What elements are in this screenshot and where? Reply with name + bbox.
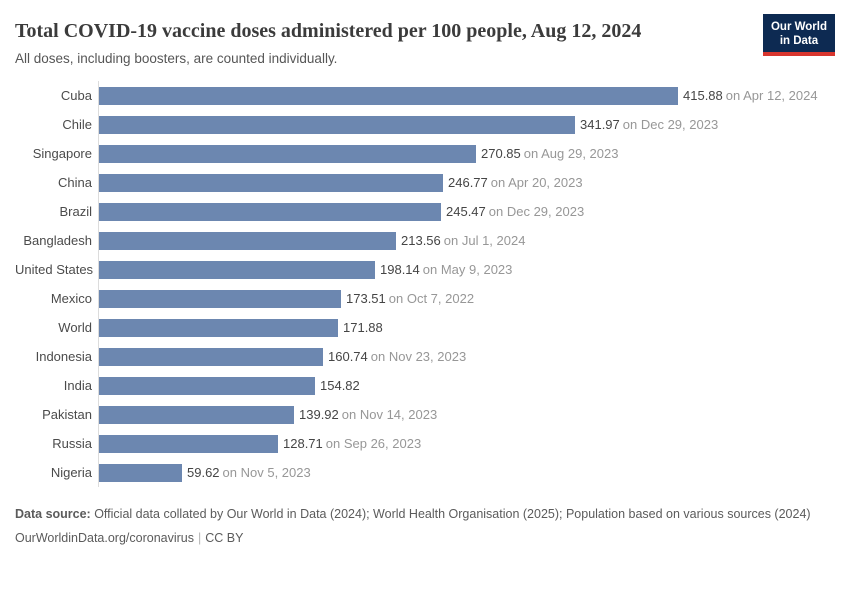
bar[interactable]	[99, 173, 443, 192]
date-label: on Nov 14, 2023	[341, 407, 438, 422]
chart-title: Total COVID-19 vaccine doses administere…	[15, 20, 642, 42]
value-label: 246.77	[448, 175, 488, 190]
bar-row: World 171.88	[15, 313, 835, 342]
bar-track: 213.56 on Jul 1, 2024	[98, 226, 835, 255]
bar-track: 173.51 on Oct 7, 2022	[98, 284, 835, 313]
bar-row: Russia 128.71 on Sep 26, 2023	[15, 429, 835, 458]
bar-row: China 246.77 on Apr 20, 2023	[15, 168, 835, 197]
bar-row: Indonesia 160.74 on Nov 23, 2023	[15, 342, 835, 371]
bar-track: 415.88 on Apr 12, 2024	[98, 81, 835, 110]
bar-row: Brazil 245.47 on Dec 29, 2023	[15, 197, 835, 226]
license-label: CC BY	[205, 531, 244, 546]
date-label: on Dec 29, 2023	[488, 204, 585, 219]
bar[interactable]	[99, 405, 294, 424]
bar-row: United States 198.14 on May 9, 2023	[15, 255, 835, 284]
value-label: 128.71	[283, 436, 323, 451]
bar-track: 160.74 on Nov 23, 2023	[98, 342, 835, 371]
owid-link[interactable]: OurWorldinData.org/coronavirus	[15, 531, 195, 546]
bar-row: India 154.82	[15, 371, 835, 400]
date-label: on May 9, 2023	[422, 262, 513, 277]
bar-track: 139.92 on Nov 14, 2023	[98, 400, 835, 429]
bar-track: 59.62 on Nov 5, 2023	[98, 458, 835, 487]
bar[interactable]	[99, 115, 575, 134]
value-label: 171.88	[343, 320, 383, 335]
entity-label: Brazil	[59, 204, 92, 219]
date-label: on Dec 29, 2023	[622, 117, 719, 132]
entity-label: Nigeria	[50, 465, 92, 480]
chart-page: Total COVID-19 vaccine doses administere…	[15, 14, 835, 547]
bar[interactable]	[99, 376, 315, 395]
bar-row: Chile 341.97 on Dec 29, 2023	[15, 110, 835, 139]
chart-header: Total COVID-19 vaccine doses administere…	[15, 14, 835, 66]
entity-label: India	[63, 378, 92, 393]
bar-row: Nigeria 59.62 on Nov 5, 2023	[15, 458, 835, 487]
entity-label: Indonesia	[35, 349, 92, 364]
data-source-text: Official data collated by Our World in D…	[90, 507, 811, 521]
bar-row: Bangladesh 213.56 on Jul 1, 2024	[15, 226, 835, 255]
bar-track: 246.77 on Apr 20, 2023	[98, 168, 835, 197]
bar-track: 270.85 on Aug 29, 2023	[98, 139, 835, 168]
value-label: 245.47	[446, 204, 486, 219]
bar[interactable]	[99, 86, 678, 105]
value-label: 341.97	[580, 117, 620, 132]
entity-label: Singapore	[32, 146, 92, 161]
value-label: 59.62	[187, 465, 220, 480]
data-source-label: Data source:	[15, 507, 91, 521]
value-label: 160.74	[328, 349, 368, 364]
bar-track: 341.97 on Dec 29, 2023	[98, 110, 835, 139]
owid-logo[interactable]: Our World in Data	[762, 14, 835, 57]
bar-track: 171.88	[98, 313, 835, 342]
owid-logo-line2: in Data	[779, 35, 819, 48]
date-label: on Nov 23, 2023	[370, 349, 467, 364]
date-label: on Oct 7, 2022	[388, 291, 475, 306]
date-label: on Apr 12, 2024	[725, 88, 818, 103]
bar-row: Cuba 415.88 on Apr 12, 2024	[15, 81, 835, 110]
value-label: 173.51	[346, 291, 386, 306]
entity-label: Chile	[62, 117, 92, 132]
bar[interactable]	[99, 260, 375, 279]
value-label: 415.88	[683, 88, 723, 103]
bar-chart: Cuba 415.88 on Apr 12, 2024 Chile 341.97 on D…	[15, 81, 835, 487]
bar[interactable]	[99, 434, 278, 453]
bar-row: Singapore 270.85 on Aug 29, 2023	[15, 139, 835, 168]
bar[interactable]	[99, 463, 182, 482]
value-label: 270.85	[481, 146, 521, 161]
entity-label: Bangladesh	[23, 233, 92, 248]
bar[interactable]	[99, 231, 396, 250]
date-label: on Nov 5, 2023	[222, 465, 311, 480]
entity-label: Cuba	[60, 88, 92, 103]
bar[interactable]	[99, 289, 341, 308]
bar[interactable]	[99, 144, 476, 163]
attribution-line: OurWorldinData.org/coronavirus | CC BY	[15, 529, 835, 547]
date-label: on Aug 29, 2023	[523, 146, 619, 161]
chart-footer: Data source: Official data collated by O…	[15, 505, 835, 547]
entity-label: Pakistan	[42, 407, 92, 422]
data-source-line: Data source: Official data collated by O…	[15, 505, 835, 523]
bar-track: 128.71 on Sep 26, 2023	[98, 429, 835, 458]
value-label: 198.14	[380, 262, 420, 277]
bar[interactable]	[99, 347, 323, 366]
bar-track: 198.14 on May 9, 2023	[98, 255, 835, 284]
date-label: on Apr 20, 2023	[490, 175, 583, 190]
owid-logo-line1: Our World	[770, 21, 827, 33]
chart-subtitle: All doses, including boosters, are count…	[15, 51, 338, 66]
bar[interactable]	[99, 318, 338, 337]
bar[interactable]	[99, 202, 441, 221]
value-label: 213.56	[401, 233, 441, 248]
date-label: on Sep 26, 2023	[325, 436, 422, 451]
bar-row: Pakistan 139.92 on Nov 14, 2023	[15, 400, 835, 429]
entity-label: Russia	[52, 436, 92, 451]
entity-label: China	[58, 175, 92, 190]
entity-label: Mexico	[50, 291, 92, 306]
separator: |	[198, 531, 202, 546]
entity-label: World	[58, 320, 92, 335]
entity-label: United States	[15, 262, 94, 277]
bar-row: Mexico 173.51 on Oct 7, 2022	[15, 284, 835, 313]
date-label: on Jul 1, 2024	[443, 233, 526, 248]
bar-track: 245.47 on Dec 29, 2023	[98, 197, 835, 226]
value-label: 154.82	[320, 378, 360, 393]
value-label: 139.92	[299, 407, 339, 422]
bar-track: 154.82	[98, 371, 835, 400]
